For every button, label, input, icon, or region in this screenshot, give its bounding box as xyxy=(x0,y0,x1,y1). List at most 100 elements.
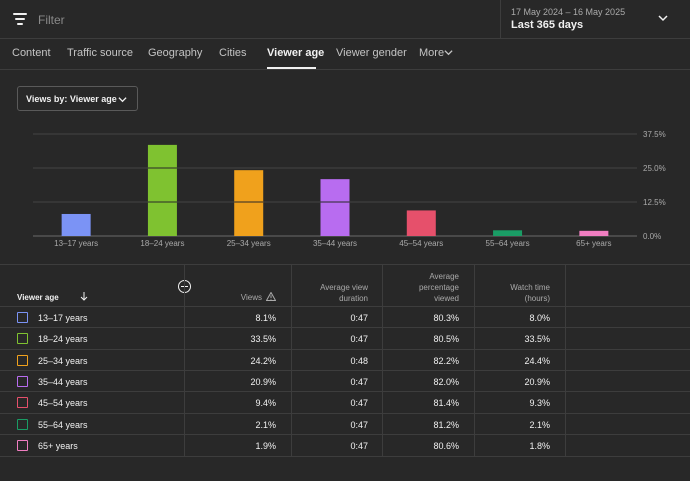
row-views: 9.4% xyxy=(255,398,276,409)
tab-viewer-age[interactable]: Viewer age xyxy=(267,47,325,59)
top-bar: 17 May 2024 – 16 May 2025 Last 365 days xyxy=(0,0,690,39)
chart-bar xyxy=(493,230,523,236)
row-viewer-age: 45–54 years xyxy=(38,398,88,409)
chart-bar xyxy=(61,213,91,236)
filter-input[interactable] xyxy=(38,10,458,30)
row-viewer-age: 55–64 years xyxy=(38,419,88,430)
tab-viewer-gender[interactable]: Viewer gender xyxy=(336,47,407,59)
row-viewer-age: 35–44 years xyxy=(38,376,88,387)
chart-x-tick-label: 18–24 years xyxy=(140,239,184,248)
column-header-watch-time[interactable]: Watch time (hours) xyxy=(475,282,550,323)
column-divider xyxy=(382,265,383,457)
chart-bar xyxy=(406,210,436,236)
viewer-age-table: Viewer age Views Average view duration A… xyxy=(0,264,690,457)
row-views: 20.9% xyxy=(250,376,276,387)
row-viewer-age: 18–24 years xyxy=(38,334,88,345)
chart-bar xyxy=(147,144,177,236)
row-watch-time: 2.1% xyxy=(529,419,550,430)
chevron-down-icon xyxy=(658,15,668,22)
tab-traffic-source[interactable]: Traffic source xyxy=(67,47,134,59)
column-header-avg-pct-line1: Average xyxy=(429,272,459,281)
row-views: 33.5% xyxy=(250,334,276,345)
column-header-avg-pct-line2: percentage xyxy=(418,283,459,292)
series-checkbox[interactable] xyxy=(17,397,28,409)
row-avg-percentage-viewed: 80.3% xyxy=(433,313,459,323)
series-checkbox[interactable] xyxy=(17,418,28,430)
tab-content[interactable]: Content xyxy=(12,47,51,59)
tab-geography[interactable]: Geography xyxy=(148,47,203,59)
warning-icon xyxy=(266,292,276,301)
row-viewer-age: 65+ years xyxy=(38,440,78,451)
chevron-down-icon xyxy=(118,97,127,103)
column-header-avg-view-duration-line1: Average view xyxy=(320,283,368,292)
chevron-down-icon xyxy=(444,50,453,56)
row-avg-percentage-viewed: 80.6% xyxy=(433,440,459,451)
chart-x-tick-label: 45–54 years xyxy=(399,239,443,248)
table-row[interactable]: 65+ years 1.9% 0:47 80.6% 1.8% xyxy=(0,433,690,455)
row-watch-time: 8.0% xyxy=(529,313,550,323)
row-viewer-age: 13–17 years xyxy=(38,313,88,323)
row-views: 1.9% xyxy=(255,440,276,451)
views-by-dropdown[interactable]: Views by: Viewer age xyxy=(17,86,138,111)
row-views: 24.2% xyxy=(250,355,276,366)
row-avg-percentage-viewed: 82.0% xyxy=(433,376,459,387)
chart-x-tick-label: 13–17 years xyxy=(54,239,98,248)
tab-bar: Content Traffic source Geography Cities … xyxy=(0,39,690,70)
chart-x-tick-label: 35–44 years xyxy=(313,239,357,248)
row-avg-view-duration: 0:47 xyxy=(350,376,368,387)
column-header-views-label: Views xyxy=(240,293,262,302)
row-avg-view-duration: 0:47 xyxy=(350,398,368,409)
series-checkbox[interactable] xyxy=(17,354,28,366)
sort-arrow-down-icon xyxy=(80,292,88,301)
table-row[interactable]: 45–54 years 9.4% 0:47 81.4% 9.3% xyxy=(0,391,690,412)
tab-more-label: More xyxy=(419,47,445,59)
chart-x-tick-label: 55–64 years xyxy=(486,239,530,248)
column-header-avg-pct-line3: viewed xyxy=(434,294,459,303)
chart-x-tick-label: 65+ years xyxy=(576,239,611,248)
row-watch-time: 33.5% xyxy=(524,334,550,345)
row-avg-percentage-viewed: 81.4% xyxy=(433,398,459,409)
chart-bar xyxy=(320,179,350,236)
column-header-views[interactable]: Views xyxy=(190,292,262,304)
chart-x-tick-label: 25–34 years xyxy=(227,239,271,248)
row-avg-percentage-viewed: 82.2% xyxy=(433,355,459,366)
column-header-avg-view-duration[interactable]: Average view duration xyxy=(292,282,368,323)
column-divider xyxy=(474,265,475,457)
row-avg-view-duration: 0:47 xyxy=(350,419,368,430)
table-bottom-border xyxy=(0,456,690,457)
chart-bar xyxy=(234,170,264,236)
table-row[interactable]: 35–44 years 20.9% 0:47 82.0% 20.9% xyxy=(0,369,690,391)
row-watch-time: 9.3% xyxy=(529,398,550,409)
date-range-label: Last 365 days xyxy=(511,19,584,31)
row-avg-view-duration: 0:47 xyxy=(350,334,368,345)
views-by-label: Views by: Viewer age xyxy=(26,94,117,104)
row-watch-time: 24.4% xyxy=(524,355,550,366)
table-row[interactable]: 13–17 years 8.1% 0:47 80.3% 8.0% xyxy=(0,306,690,327)
table-row[interactable]: 25–34 years 24.2% 0:48 82.2% 24.4% xyxy=(0,348,690,370)
chart-y-tick-label: 37.5% xyxy=(643,130,666,139)
column-header-viewer-age[interactable]: Viewer age xyxy=(17,292,88,303)
table-row[interactable]: 18–24 years 33.5% 0:47 80.5% 33.5% xyxy=(0,327,690,348)
date-range-picker[interactable]: 17 May 2024 – 16 May 2025 Last 365 days xyxy=(500,0,690,39)
column-header-avg-percentage-viewed[interactable]: Average percentage viewed xyxy=(384,271,459,312)
series-checkbox[interactable] xyxy=(17,333,28,345)
series-checkbox[interactable] xyxy=(17,312,28,323)
date-range-text: 17 May 2024 – 16 May 2025 xyxy=(511,7,626,17)
column-header-watch-time-line2: (hours) xyxy=(524,294,550,303)
row-watch-time: 1.8% xyxy=(529,440,550,451)
series-checkbox[interactable] xyxy=(17,439,28,451)
tab-cities[interactable]: Cities xyxy=(219,47,247,59)
column-header-viewer-age-label: Viewer age xyxy=(17,293,59,302)
tab-more[interactable]: More xyxy=(419,47,453,59)
column-header-watch-time-line1: Watch time xyxy=(510,283,550,292)
row-avg-percentage-viewed: 81.2% xyxy=(433,419,459,430)
row-views: 8.1% xyxy=(255,313,276,323)
row-viewer-age: 25–34 years xyxy=(38,355,88,366)
row-avg-view-duration: 0:47 xyxy=(350,440,368,451)
table-row[interactable]: 55–64 years 2.1% 0:47 81.2% 2.1% xyxy=(0,412,690,434)
active-tab-indicator xyxy=(267,67,316,69)
series-checkbox[interactable] xyxy=(17,375,28,387)
row-avg-view-duration: 0:48 xyxy=(350,355,368,366)
row-views: 2.1% xyxy=(255,419,276,430)
filter-icon[interactable] xyxy=(13,13,27,25)
